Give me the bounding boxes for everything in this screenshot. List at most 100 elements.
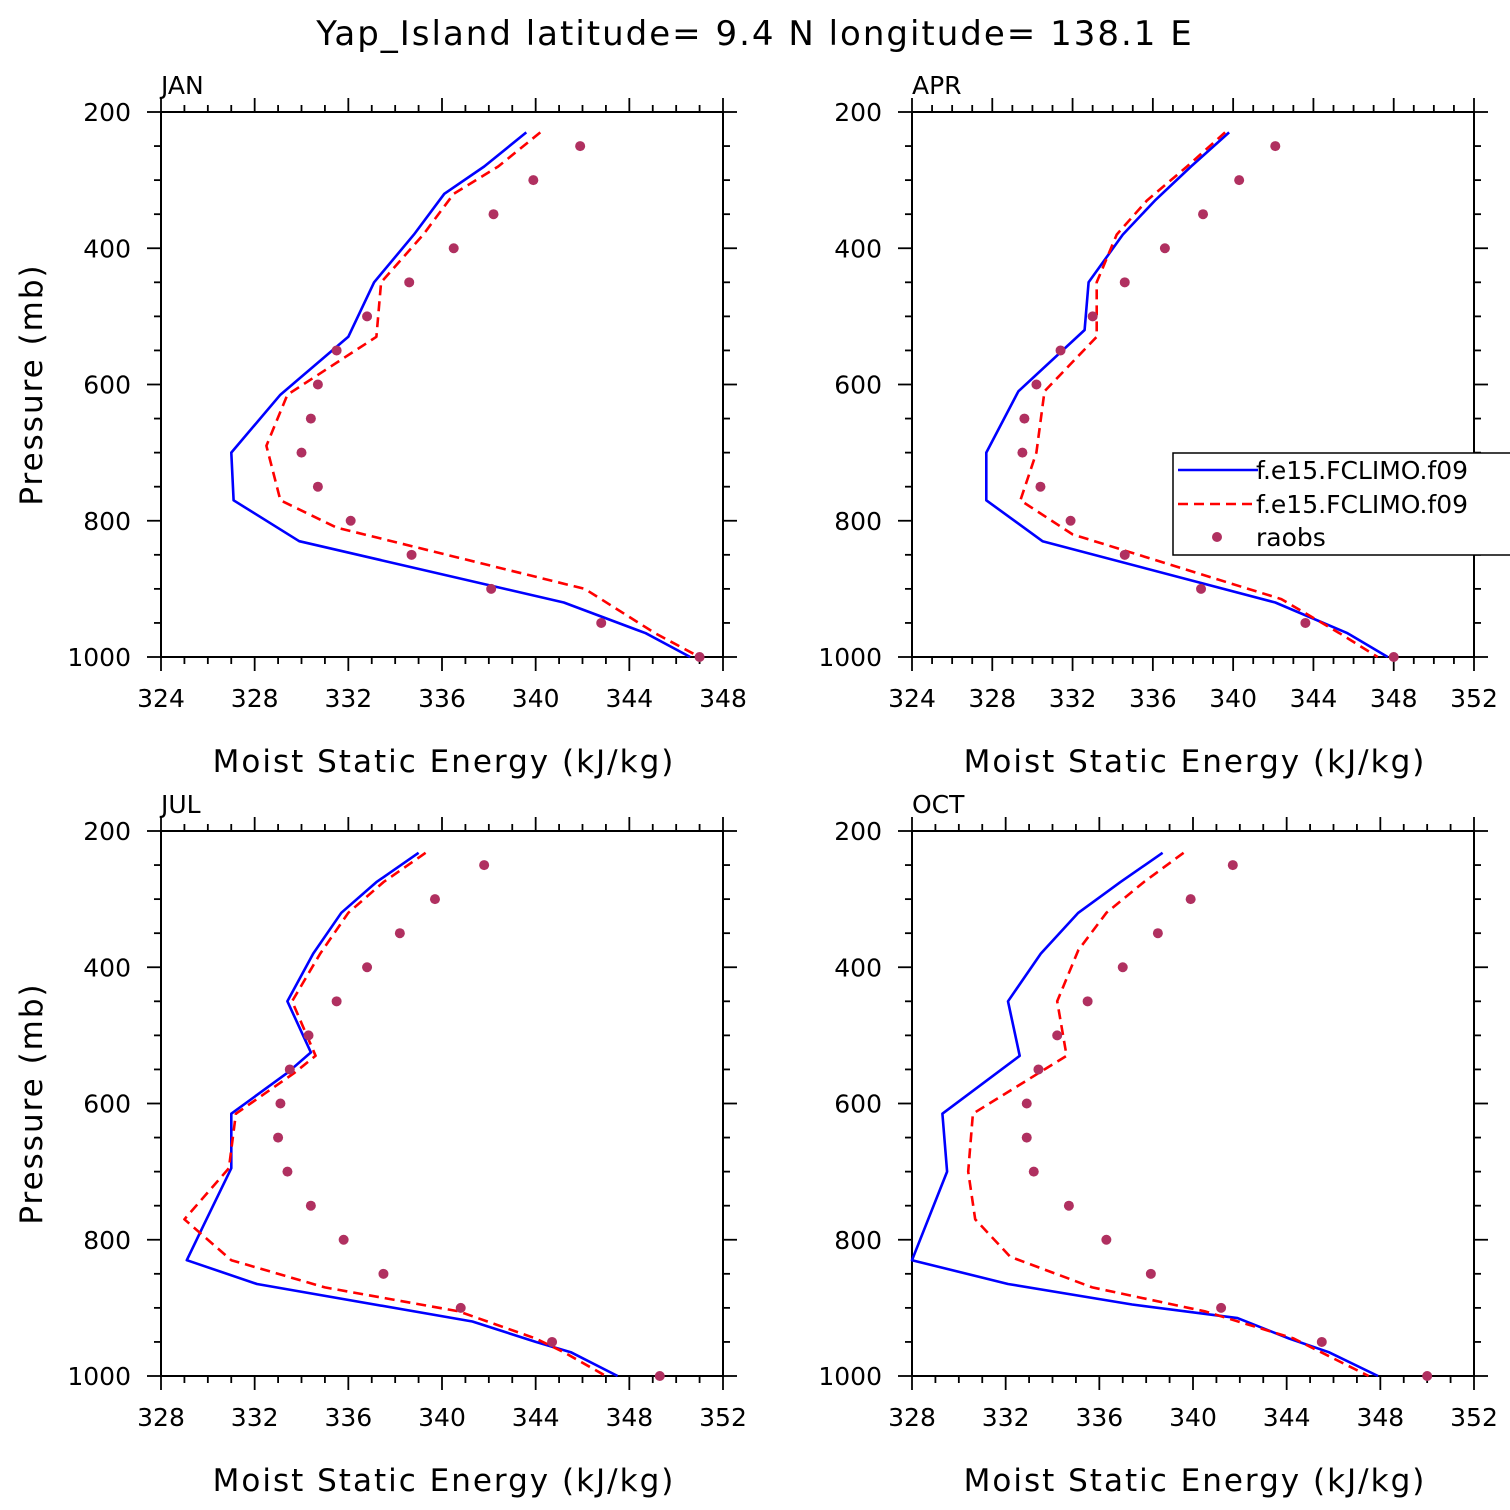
panel-oct: 328 332 336 340 344 348 352 200 400 600 800 1000 OCT… — [818, 790, 1497, 1499]
panels: 324 328 332 336 340 344 348 200 400 600 800 1000 JAN… — [14, 71, 1498, 1499]
panel-oct-raobs-point — [1145, 1268, 1156, 1279]
panel-jul-raobs-point — [394, 928, 405, 939]
panel-apr-raobs-point — [1031, 379, 1042, 390]
legend-label-raobs: raobs — [1256, 523, 1326, 552]
panel-apr-raobs-point — [1196, 583, 1207, 594]
panel-jan-raobs-point — [331, 345, 342, 356]
panel-oct-xlabel: Moist Static Energy (kJ/kg) — [964, 1463, 1427, 1499]
panel-jan-xtick-label: 328 — [231, 684, 279, 713]
panel-apr-raobs-point — [1087, 311, 1098, 322]
panel-apr-ytick-label: 1000 — [818, 643, 882, 672]
panel-jan-ytick-label: 800 — [83, 507, 131, 536]
legend-label-solid: f.e15.FCLIMO.f09 — [1256, 456, 1468, 485]
panel-jul-xtick-label: 332 — [231, 1403, 279, 1432]
panel-oct-raobs-point — [1021, 1132, 1032, 1143]
panel-oct-raobs-point — [1117, 962, 1128, 973]
panel-oct-xtick-label: 344 — [1263, 1403, 1311, 1432]
panel-jul-ylabel: Pressure (mb) — [14, 982, 50, 1224]
panel-apr-xlabel: Moist Static Energy (kJ/kg) — [964, 744, 1427, 780]
panel-jan-raobs-point — [488, 209, 499, 220]
panel-oct-raobs-point — [1052, 1030, 1063, 1041]
panel-jul-raobs-point — [338, 1234, 349, 1245]
panel-jan-ytick-label: 1000 — [67, 643, 131, 672]
panel-jan-ylabel: Pressure (mb) — [14, 263, 50, 505]
panel-jul-xtick-label: 344 — [512, 1403, 560, 1432]
panel-apr-raobs-point — [1270, 141, 1281, 152]
panel-oct-xtick-label: 332 — [982, 1403, 1030, 1432]
panel-jul-raobs-point — [284, 1064, 295, 1075]
panel-jul-raobs-point — [547, 1336, 558, 1347]
panel-jul: 328 332 336 340 344 348 352 200 400 600 800 1000 JUL… — [14, 790, 747, 1499]
panel-apr-xtick-label: 344 — [1290, 684, 1338, 713]
figure-title: Yap_Island latitude= 9.4 N longitude= 13… — [315, 14, 1193, 54]
panel-apr-raobs-point — [1234, 175, 1245, 186]
panel-jul-ytick-label: 200 — [83, 817, 131, 846]
panel-oct-raobs-point — [1422, 1371, 1433, 1381]
panel-jan-raobs-point — [596, 617, 607, 628]
panel-apr-raobs-point — [1017, 447, 1028, 458]
panel-oct-ytick-label: 400 — [834, 953, 882, 982]
panel-apr-raobs-point — [1055, 345, 1066, 356]
panel-apr-raobs-point — [1300, 617, 1311, 628]
panel-apr-title: APR — [912, 71, 962, 100]
panel-oct-title: OCT — [912, 790, 965, 819]
panel-jan-raobs-point — [312, 379, 323, 390]
panel-jan-xtick-label: 340 — [512, 684, 560, 713]
panel-jul-ytick-label: 400 — [83, 953, 131, 982]
panel-jan-raobs-point — [404, 277, 415, 288]
panel-jan: 324 328 332 336 340 344 348 200 400 600 800 1000 JAN… — [14, 71, 747, 780]
panel-jul-xlabel: Moist Static Energy (kJ/kg) — [213, 1463, 676, 1499]
panel-jul-xtick-label: 340 — [418, 1403, 466, 1432]
panel-apr-frame — [911, 111, 1475, 658]
panel-jul-ytick-label: 800 — [83, 1226, 131, 1255]
panel-jul-raobs-point — [273, 1132, 284, 1143]
panel-oct-xtick-label: 328 — [888, 1403, 936, 1432]
panel-jul-raobs-point — [362, 962, 373, 973]
panel-apr-series-dashed-line — [1019, 131, 1379, 659]
panel-apr-xtick-label: 328 — [968, 684, 1016, 713]
panel-jan-xtick-label: 332 — [324, 684, 372, 713]
panel-oct-raobs-point — [1028, 1166, 1039, 1177]
panel-jan-xtick-label: 344 — [605, 684, 653, 713]
panel-jul-xtick-label: 352 — [699, 1403, 747, 1432]
panel-apr-xtick-label: 332 — [1049, 684, 1097, 713]
panel-oct-raobs-point — [1033, 1064, 1044, 1075]
panel-apr-raobs-point — [1119, 277, 1130, 288]
panel-jul-raobs-point — [305, 1200, 316, 1211]
panel-apr-raobs-point — [1198, 209, 1209, 220]
panel-jul-raobs-point — [275, 1098, 286, 1109]
panel-oct-raobs-point — [1152, 928, 1163, 939]
panel-oct-raobs-point — [1316, 1336, 1327, 1347]
panel-apr-raobs-point — [1065, 515, 1076, 526]
panel-apr-raobs-point — [1388, 652, 1399, 662]
panel-apr-raobs-point — [1159, 243, 1170, 254]
panel-jul-ytick-label: 600 — [83, 1090, 131, 1119]
panel-jan-series-dashed-line — [265, 131, 701, 659]
panel-apr-raobs-point — [1035, 481, 1046, 492]
panel-jan-raobs-point — [406, 549, 417, 560]
panel-jan-raobs-point — [575, 141, 586, 152]
panel-jan-raobs-point — [312, 481, 323, 492]
panel-oct-raobs-point — [1101, 1234, 1112, 1245]
panel-apr-xtick-label: 340 — [1209, 684, 1257, 713]
panel-jan-series-solid-line — [230, 131, 691, 659]
panel-oct-raobs-point — [1216, 1302, 1227, 1313]
panel-apr-xtick-label: 324 — [888, 684, 936, 713]
panel-jul-raobs-point — [455, 1302, 466, 1313]
panel-jul-raobs-point — [378, 1268, 389, 1279]
panel-jan-ytick-label: 600 — [83, 371, 131, 400]
panel-oct-xtick-label: 348 — [1356, 1403, 1404, 1432]
panel-oct-series-solid-line — [910, 851, 1379, 1378]
panel-oct-xtick-label: 336 — [1075, 1403, 1123, 1432]
panel-jul-series-dashed-line — [183, 851, 607, 1378]
panel-oct-frame — [911, 830, 1475, 1377]
panel-oct-raobs-point — [1185, 894, 1196, 905]
panel-oct-series-dashed-line — [966, 851, 1370, 1378]
panel-oct-ytick-label: 800 — [834, 1226, 882, 1255]
panel-jan-title: JAN — [159, 71, 204, 100]
panel-oct-ytick-label: 200 — [834, 817, 882, 846]
panel-jul-title: JUL — [159, 790, 201, 819]
panel-jan-raobs-point — [448, 243, 459, 254]
panel-jul-raobs-point — [479, 860, 490, 871]
